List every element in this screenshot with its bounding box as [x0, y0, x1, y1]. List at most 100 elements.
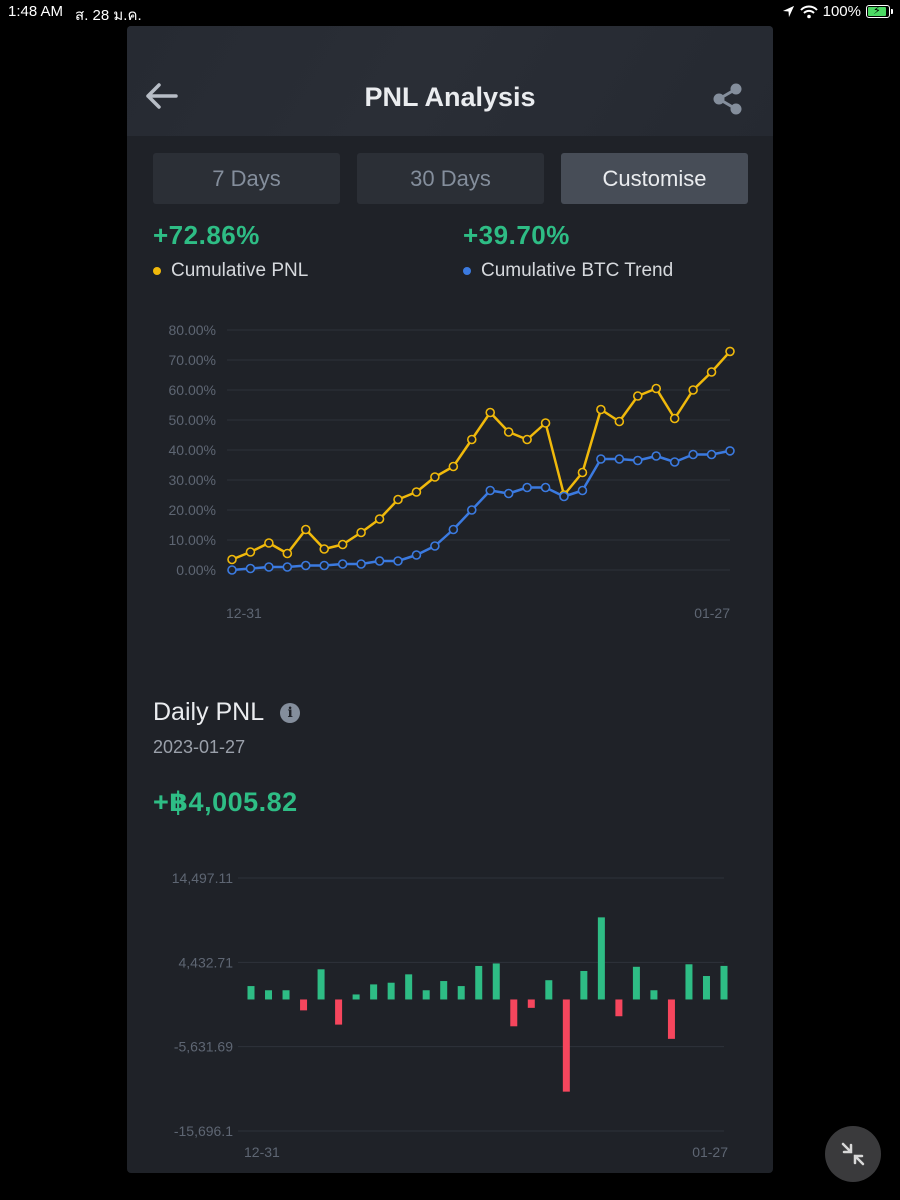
- data-point: [596, 404, 606, 415]
- data-point: [430, 541, 440, 551]
- daily-pnl-bar: [247, 986, 255, 1000]
- data-point: [430, 472, 440, 482]
- daily-pnl-bar: [387, 982, 395, 1000]
- data-point: [319, 560, 330, 571]
- info-icon[interactable]: i: [280, 702, 301, 723]
- data-point: [466, 505, 477, 515]
- daily-pnl-bar: [370, 984, 378, 1000]
- btc-trend-value: +39.70%: [463, 220, 570, 250]
- data-point: [264, 538, 274, 548]
- line-chart-svg: 80.00% 70.00% 60.00% 50.00% 40.00% 30.00% 20.0…: [169, 322, 735, 621]
- data-point: [614, 416, 625, 427]
- data-point: [374, 556, 385, 566]
- x-tick-label: 01-27: [692, 1144, 728, 1160]
- pnl-analysis-panel: PNL Analysis 7 Days 30 Days Customise +7…: [127, 26, 773, 1173]
- data-point: [300, 524, 311, 535]
- daily-pnl-bar: [492, 963, 500, 1000]
- battery-icon: ⚡: [866, 5, 893, 18]
- data-point: [706, 449, 717, 460]
- btc-legend-dot: [463, 267, 471, 275]
- data-point: [632, 455, 643, 466]
- pnl-legend-dot: [153, 267, 161, 275]
- daily-pnl-title: Daily PNL: [153, 698, 265, 726]
- tab-customise[interactable]: Customise: [561, 153, 748, 204]
- data-point: [337, 539, 348, 550]
- y-tick-label: -5,631.69: [174, 1039, 233, 1055]
- daily-pnl-bar: [667, 999, 675, 1039]
- exit-fullscreen-button[interactable]: [825, 1126, 881, 1182]
- collapse-arrows-icon: [841, 1142, 865, 1166]
- data-point: [485, 407, 496, 418]
- y-tick-label: 30.00%: [169, 472, 216, 488]
- y-tick-label: 10.00%: [169, 532, 216, 548]
- daily-pnl-bar: [615, 999, 623, 1017]
- data-point: [264, 562, 274, 572]
- data-point: [282, 548, 293, 559]
- data-point: [725, 446, 735, 456]
- data-point: [337, 559, 348, 569]
- data-point: [577, 467, 588, 478]
- period-tabs: 7 Days 30 Days Customise: [153, 153, 748, 204]
- daily-pnl-bar: [265, 990, 273, 1000]
- data-point: [651, 451, 662, 461]
- data-point: [245, 563, 256, 574]
- daily-pnl-bar: [545, 980, 553, 1000]
- data-point: [411, 550, 422, 560]
- tab-30-days[interactable]: 30 Days: [357, 153, 544, 204]
- data-point: [632, 391, 643, 401]
- y-tick-label: 80.00%: [169, 322, 216, 338]
- daily-pnl-bar: [440, 981, 448, 1000]
- data-point: [688, 385, 698, 395]
- data-point: [282, 562, 293, 572]
- y-tick-label: 60.00%: [169, 382, 216, 398]
- daily-pnl-date: 2023-01-27: [153, 737, 246, 757]
- btc-trend-stat: +39.70% Cumulative BTC Trend: [463, 220, 673, 282]
- daily-pnl-bar: [510, 999, 518, 1027]
- daily-pnl-bar: [597, 917, 605, 1000]
- daily-pnl-bar: [527, 999, 535, 1008]
- data-point: [706, 367, 717, 377]
- tab-7-days[interactable]: 7 Days: [153, 153, 340, 204]
- data-point: [393, 494, 403, 505]
- data-point: [245, 547, 256, 557]
- daily-pnl-bar: [317, 969, 325, 1000]
- cumulative-pnl-value: +72.86%: [153, 220, 260, 250]
- header: PNL Analysis: [127, 26, 773, 136]
- battery-percent: 100%: [822, 3, 861, 20]
- data-point: [522, 434, 532, 445]
- data-point: [227, 565, 237, 575]
- y-tick-label: 40.00%: [169, 442, 216, 458]
- series-line: [231, 350, 731, 561]
- daily-pnl-bar: [352, 994, 360, 1000]
- status-date: ส. 28 ม.ค.: [75, 7, 142, 24]
- data-point: [577, 485, 588, 496]
- y-tick-label: -15,696.1: [174, 1123, 233, 1139]
- daily-pnl-bar: [300, 999, 308, 1011]
- data-point: [540, 482, 551, 493]
- daily-pnl-bar: [405, 974, 413, 1000]
- data-point: [466, 434, 477, 445]
- data-point: [485, 485, 496, 496]
- data-point: [688, 449, 698, 460]
- page-title: PNL Analysis: [364, 82, 536, 112]
- data-point: [522, 482, 532, 493]
- share-icon[interactable]: [711, 82, 745, 116]
- data-point: [411, 487, 422, 497]
- daily-pnl-value: +฿4,005.82: [153, 787, 298, 817]
- daily-pnl-bar-chart[interactable]: 14,497.11 4,432.71 -5,631.69 -15,696.1 12-31…: [127, 861, 773, 1166]
- status-time: 1:48 AM: [8, 3, 64, 20]
- y-tick-label: 0.00%: [176, 562, 216, 578]
- cumulative-line-chart[interactable]: 80.00% 70.00% 60.00% 50.00% 40.00% 30.00% 20.0…: [127, 311, 773, 631]
- daily-pnl-bar: [632, 966, 640, 1000]
- series-line: [231, 449, 731, 572]
- data-point: [725, 346, 735, 357]
- data-point: [503, 488, 514, 499]
- status-bar: 1:48 AM ส. 28 ม.ค. 100% ⚡: [0, 0, 900, 24]
- x-tick-label: 12-31: [226, 605, 262, 621]
- data-point: [448, 461, 459, 472]
- back-arrow-icon[interactable]: [145, 82, 179, 110]
- daily-pnl-heading: Daily PNL i: [153, 698, 301, 727]
- daily-pnl-bar: [580, 970, 588, 1000]
- daily-pnl-bar: [457, 986, 465, 1000]
- bar-chart-svg: 14,497.11 4,432.71 -5,631.69 -15,696.1 12-31…: [172, 870, 728, 1160]
